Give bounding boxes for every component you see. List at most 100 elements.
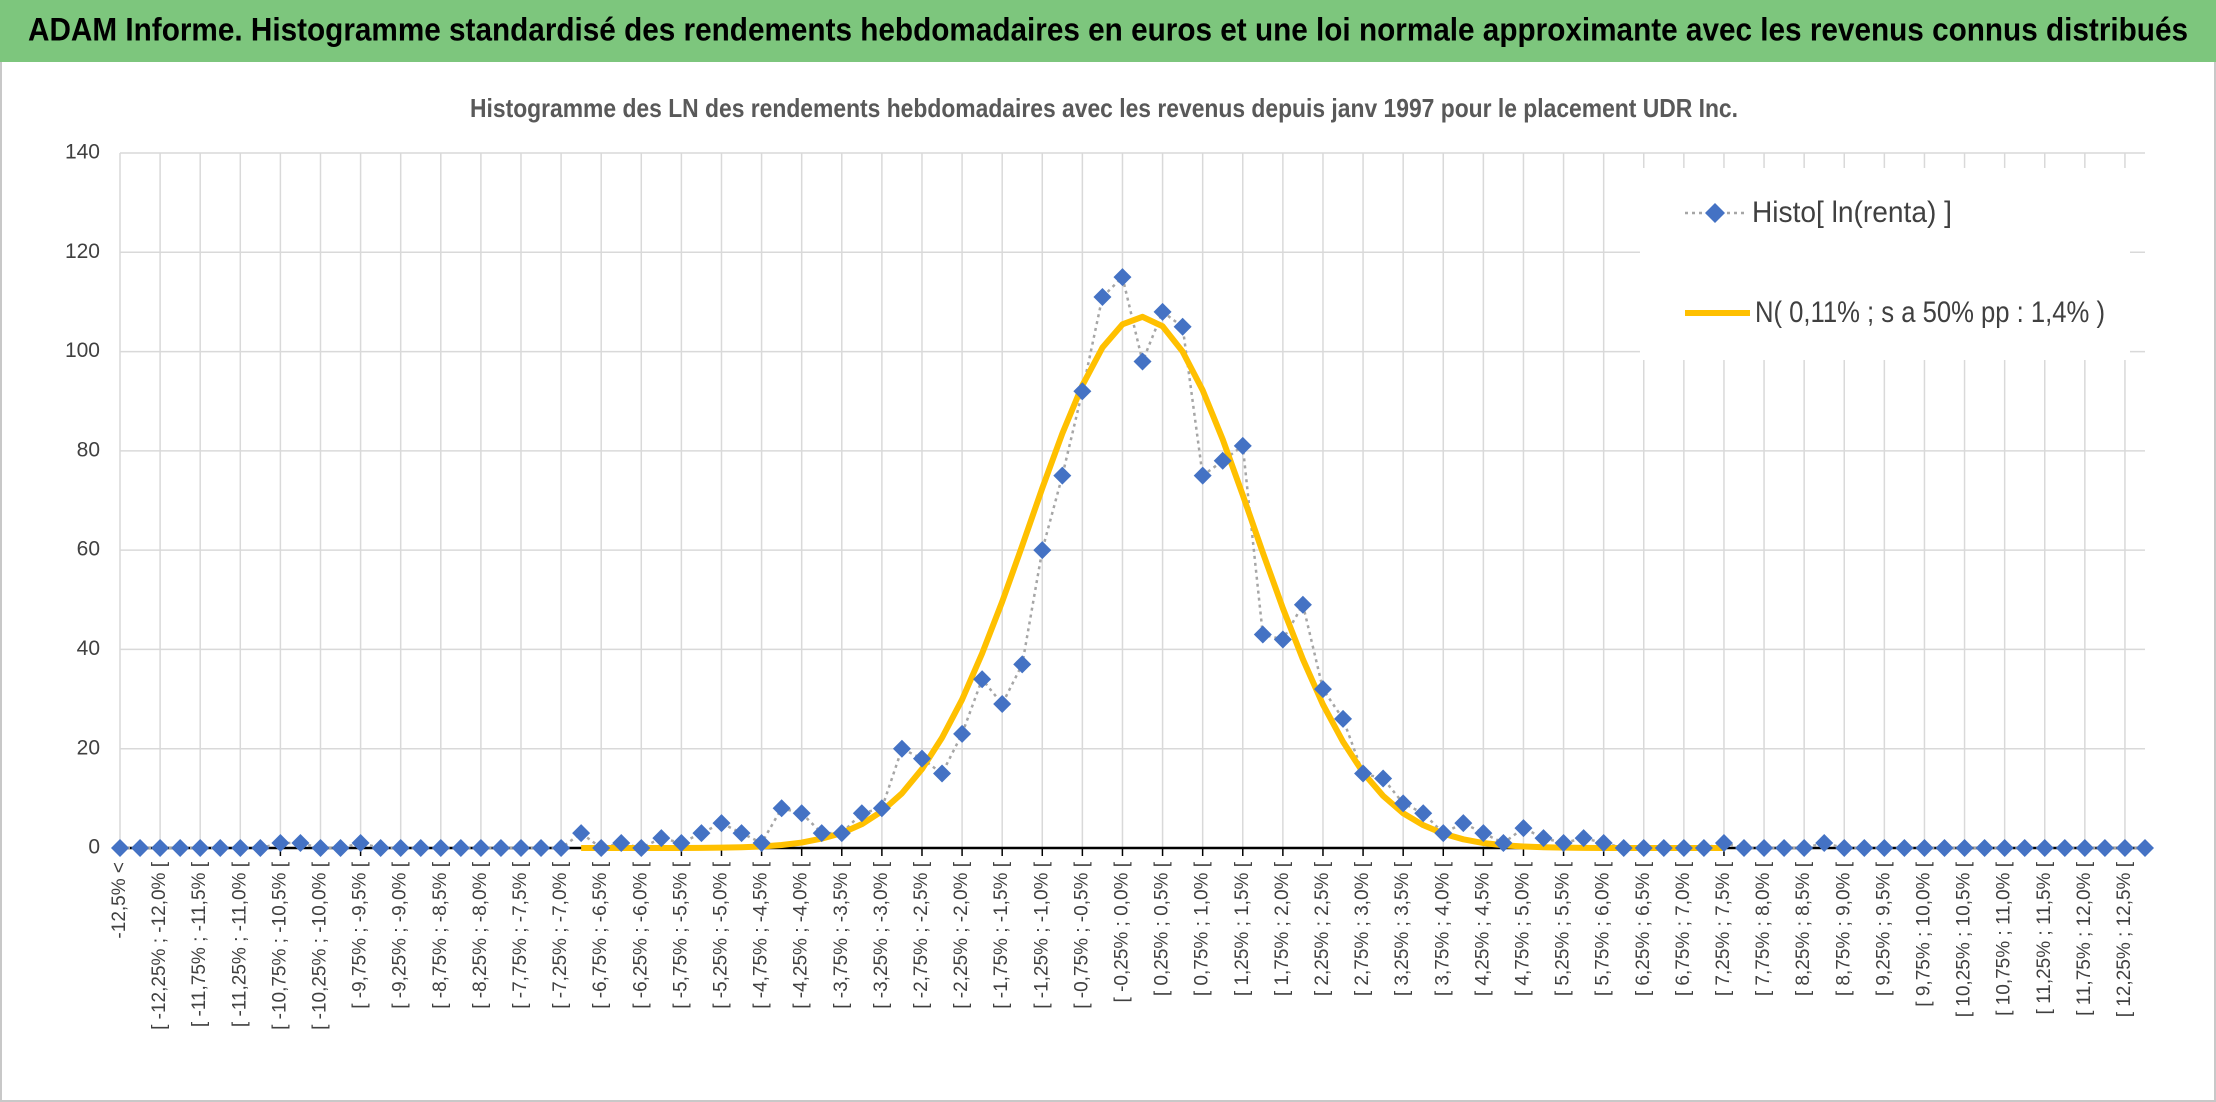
data-point [1093,287,1112,306]
x-tick-label: [ 3,75% ; 4,0% [ [1432,861,1453,996]
x-tick-label: [ -6,25% ; -6,0% [ [630,861,651,1009]
x-tick-label: [ -4,75% ; -4,5% [ [751,861,772,1009]
x-tick-label: [ -8,25% ; -8,0% [ [470,861,491,1009]
x-tick-label: [ -5,75% ; -5,5% [ [670,861,691,1009]
data-point [1835,839,1854,857]
data-point [1654,839,1673,857]
x-tick-label: [ -0,25% ; 0,0% [ [1111,861,1132,1002]
data-point [1975,839,1994,857]
data-point [1915,839,1934,857]
data-point [1013,655,1032,674]
data-point [1815,834,1834,853]
y-tick-label: 120 [65,240,100,263]
x-tick-label: [ 0,75% ; 1,0% [ [1192,861,1213,996]
data-point [1995,839,2014,857]
data-point [431,839,450,857]
data-point [832,824,851,843]
data-point [953,724,972,743]
data-point [1153,302,1172,321]
data-point [552,839,571,857]
data-point [111,839,129,857]
data-point [1334,709,1353,728]
x-tick-label: [ -3,75% ; -3,5% [ [831,861,852,1009]
data-point [491,839,510,857]
data-point [1875,839,1894,857]
data-point [191,839,210,857]
data-point [2095,839,2114,857]
x-tick-label: [ 5,25% ; 5,5% [ [1553,861,1574,996]
x-tick-label: [ 6,25% ; 6,5% [ [1633,861,1654,996]
x-tick-label: [ 4,75% ; 5,0% [ [1512,861,1533,996]
x-tick-label: [ 1,25% ; 1,5% [ [1232,861,1253,996]
data-point [211,839,230,857]
data-point [1714,834,1733,853]
chart-title: ADAM Informe. Histogramme standardisé de… [28,11,2188,47]
data-point [1534,829,1553,848]
data-point [251,839,270,857]
x-tick-label: [ -7,75% ; -7,5% [ [510,861,531,1009]
x-tick-label: [ 9,25% ; 9,5% [ [1873,861,1894,996]
data-point [792,804,811,823]
data-point [331,839,350,857]
data-point [2035,839,2054,857]
x-tick-label: -12,5% < [109,862,130,939]
x-tick-label: [ 6,75% ; 7,0% [ [1673,861,1694,996]
x-tick-label: [ -7,25% ; -7,0% [ [550,861,571,1009]
x-tick-label: [ -3,25% ; -3,0% [ [871,861,892,1009]
x-tick-label: [ 8,25% ; 8,5% [ [1793,861,1814,996]
x-tick-label: [ 11,75% ; 12,0% [ [2074,861,2095,1016]
data-point [1454,814,1473,833]
data-point [371,839,390,857]
x-tick-label: [ 4,25% ; 4,5% [ [1472,861,1493,996]
data-point [752,834,771,853]
x-tick-label: [ 12,25% ; 12,5% [ [2114,861,2135,1017]
data-point [632,839,651,857]
data-point [1474,824,1493,843]
data-point [1614,839,1633,857]
x-tick-label: [ -10,25% ; -10,0% [ [310,861,331,1030]
data-point [1434,824,1453,843]
data-point [1414,804,1433,823]
x-tick-label: [ 9,75% ; 10,0% [ [1913,861,1934,1006]
data-point [1855,839,1874,857]
data-point [471,839,490,857]
x-tick-label: [ -1,75% ; -1,5% [ [991,861,1012,1009]
data-point [291,834,310,853]
x-tick-label: [ 7,25% ; 7,5% [ [1713,861,1734,996]
data-point [1313,680,1332,699]
data-point [511,839,530,857]
x-tick-label: [ -1,25% ; -1,0% [ [1031,861,1052,1009]
header-bar [0,0,2216,62]
x-tick-label: [ 10,75% ; 11,0% [ [1994,861,2015,1016]
y-tick-label: 40 [77,637,100,660]
data-point [933,764,952,783]
data-point [912,749,931,768]
x-tick-label: [ -10,75% ; -10,5% [ [269,861,290,1030]
data-point [772,799,791,818]
data-point [1755,839,1774,857]
x-tick-label: [ 2,25% ; 2,5% [ [1312,861,1333,996]
data-point [411,839,430,857]
data-point [572,824,591,843]
data-point [1494,834,1513,853]
data-point [993,695,1012,714]
legend-box [1640,168,2130,360]
data-point [131,839,150,857]
y-tick-label: 100 [65,339,100,362]
data-point [151,839,170,857]
data-point [532,839,551,857]
data-point [391,839,410,857]
chart-subtitle: Histogramme des LN des rendements hebdom… [470,93,1738,123]
data-point [351,834,370,853]
x-tick-label: [ 5,75% ; 6,0% [ [1593,861,1614,996]
x-tick-label: [ 0,25% ; 0,5% [ [1152,861,1173,996]
x-tick-label: [ -6,75% ; -6,5% [ [590,861,611,1009]
data-point [1273,630,1292,649]
x-tick-label: [ 8,75% ; 9,0% [ [1833,861,1854,996]
data-point [1634,839,1653,857]
data-point [612,834,631,853]
x-tick-label: [ 7,75% ; 8,0% [ [1753,861,1774,996]
data-point [1073,382,1092,401]
y-tick-label: 80 [77,438,100,461]
